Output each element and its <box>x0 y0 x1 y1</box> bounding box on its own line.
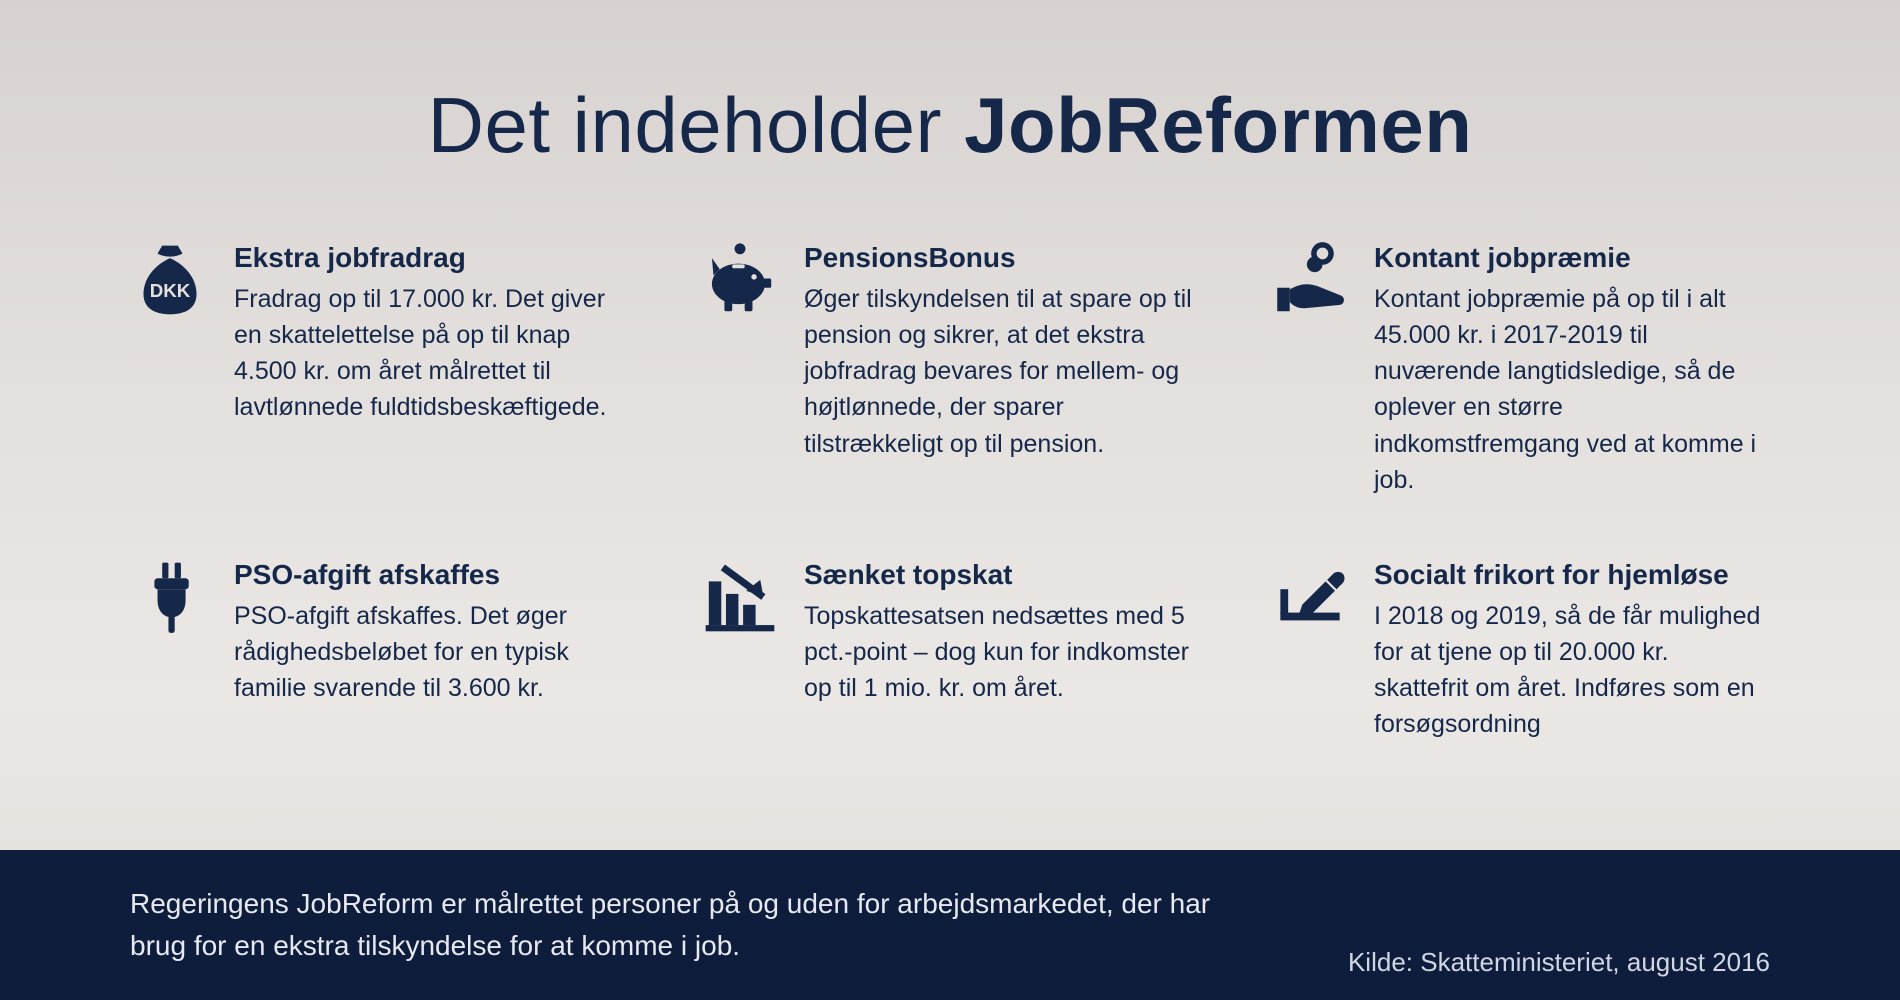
plug-icon <box>130 558 210 638</box>
chart-down-icon <box>700 558 780 638</box>
item-text: PensionsBonus Øger tilskyndelsen til at … <box>804 241 1200 462</box>
item-title: Sænket topskat <box>804 558 1200 592</box>
item-socialt-frikort: Socialt frikort for hjemløse I 2018 og 2… <box>1270 558 1770 743</box>
footer-source: Kilde: Skatteministeriet, august 2016 <box>1348 947 1770 1000</box>
item-title: PensionsBonus <box>804 241 1200 275</box>
footer-text: Regeringens JobReform er målrettet perso… <box>130 883 1230 967</box>
item-pso-afgift: PSO-afgift afskaffes PSO-afgift afskaffe… <box>130 558 630 743</box>
item-text: Socialt frikort for hjemløse I 2018 og 2… <box>1374 558 1770 743</box>
item-body: PSO-afgift afskaffes. Det øger rådigheds… <box>234 598 630 707</box>
hand-coin-icon <box>1270 241 1350 321</box>
item-saenket-topskat: Sænket topskat Topskattesatsen nedsættes… <box>700 558 1200 743</box>
item-title: PSO-afgift afskaffes <box>234 558 630 592</box>
piggy-bank-icon <box>700 241 780 321</box>
items-grid: DKK Ekstra jobfradrag Fradrag op til 17.… <box>0 171 1900 743</box>
item-kontant-jobpraemie: Kontant jobpræmie Kontant jobpræmie på o… <box>1270 241 1770 498</box>
item-title: Kontant jobpræmie <box>1374 241 1770 275</box>
item-body: Topskattesatsen nedsættes med 5 pct.-poi… <box>804 598 1200 707</box>
money-bag-icon: DKK <box>130 241 210 321</box>
svg-text:DKK: DKK <box>150 280 191 301</box>
item-text: Sænket topskat Topskattesatsen nedsættes… <box>804 558 1200 706</box>
item-text: PSO-afgift afskaffes PSO-afgift afskaffe… <box>234 558 630 706</box>
item-pensionsbonus: PensionsBonus Øger tilskyndelsen til at … <box>700 241 1200 498</box>
page-title: Det indeholder JobReformen <box>0 0 1900 171</box>
item-ekstra-jobfradrag: DKK Ekstra jobfradrag Fradrag op til 17.… <box>130 241 630 498</box>
infographic-page: Det indeholder JobReformen DKK Ekstra jo… <box>0 0 1900 1000</box>
title-light: Det indeholder <box>428 81 965 169</box>
item-body: Øger tilskyndelsen til at spare op til p… <box>804 281 1200 462</box>
item-title: Ekstra jobfradrag <box>234 241 630 275</box>
signature-icon <box>1270 558 1350 638</box>
item-body: Kontant jobpræmie på op til i alt 45.000… <box>1374 281 1770 499</box>
item-text: Ekstra jobfradrag Fradrag op til 17.000 … <box>234 241 630 426</box>
item-title: Socialt frikort for hjemløse <box>1374 558 1770 592</box>
footer-bar: Regeringens JobReform er målrettet perso… <box>0 850 1900 1000</box>
title-bold: JobReformen <box>964 81 1472 169</box>
item-text: Kontant jobpræmie Kontant jobpræmie på o… <box>1374 241 1770 498</box>
item-body: Fradrag op til 17.000 kr. Det giver en s… <box>234 281 630 426</box>
item-body: I 2018 og 2019, så de får mulighed for a… <box>1374 598 1770 743</box>
